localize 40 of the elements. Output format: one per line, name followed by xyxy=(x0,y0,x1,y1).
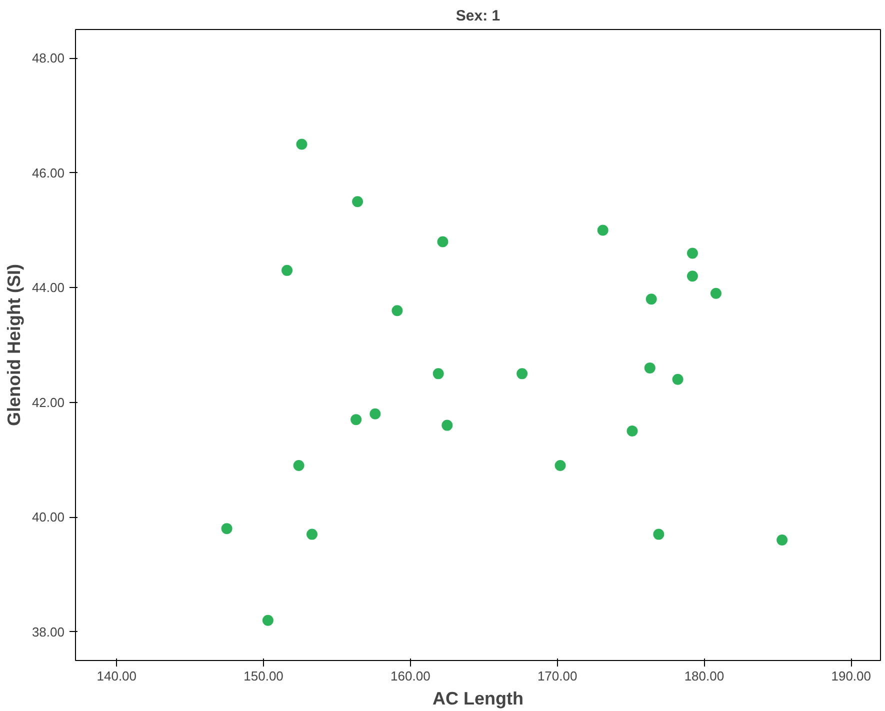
point xyxy=(293,460,304,471)
point xyxy=(516,368,528,380)
x-tick-label: 170.00 xyxy=(537,668,578,684)
point xyxy=(221,523,232,534)
y-tick-label: 40.00 xyxy=(32,510,65,525)
point xyxy=(350,414,362,426)
point xyxy=(437,236,448,248)
point xyxy=(392,305,403,316)
point xyxy=(442,420,453,431)
point xyxy=(653,528,664,540)
point xyxy=(686,270,698,282)
point xyxy=(282,264,293,276)
x-axis-title: AC Length xyxy=(432,688,524,708)
point xyxy=(710,288,722,299)
x-tick-label: 140.00 xyxy=(96,668,137,684)
x-tick-label: 190.00 xyxy=(831,668,872,684)
y-tick-label: 46.00 xyxy=(32,165,65,180)
y-tick-label: 48.00 xyxy=(32,50,65,66)
point xyxy=(672,374,684,385)
x-tick-label: 160.00 xyxy=(390,668,430,684)
point xyxy=(352,196,364,208)
point xyxy=(776,534,788,546)
x-tick-label: 180.00 xyxy=(684,668,724,684)
point xyxy=(597,224,608,236)
y-tick-label: 42.00 xyxy=(32,394,65,410)
point xyxy=(646,294,657,305)
y-axis-title: Glenoid Height (SI) xyxy=(4,264,24,426)
y-tick-label: 38.00 xyxy=(32,624,65,640)
point xyxy=(262,614,274,626)
point xyxy=(296,138,308,150)
x-tick-label: 150.00 xyxy=(244,668,284,684)
y-tick-label: 44.00 xyxy=(32,280,65,296)
point xyxy=(554,460,566,471)
point xyxy=(644,362,656,374)
point xyxy=(626,426,638,437)
point xyxy=(432,368,444,380)
point xyxy=(370,408,381,420)
chart-title: Sex: 1 xyxy=(456,8,500,24)
point xyxy=(686,248,698,259)
point xyxy=(306,528,318,540)
